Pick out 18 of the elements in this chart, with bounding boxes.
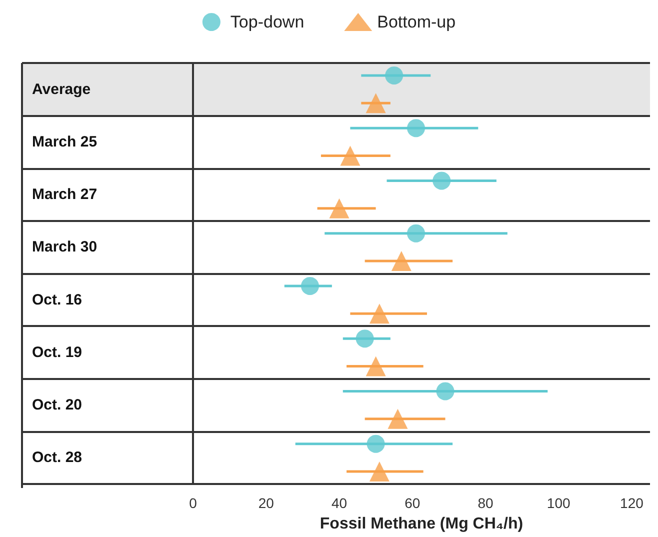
- x-tick-label: 20: [258, 495, 274, 511]
- y-tick-label: March 27: [32, 186, 98, 204]
- x-tick-label: 120: [620, 495, 644, 511]
- y-tick-label: Oct. 19: [32, 344, 82, 361]
- y-tick-label: Oct. 28: [32, 449, 82, 466]
- y-tick-label: Oct. 20: [32, 396, 82, 414]
- y-tick-label: Oct. 16: [32, 291, 82, 308]
- x-tick-label: 80: [478, 495, 494, 511]
- y-tick-label: March 30: [32, 238, 98, 256]
- x-tick-label: 0: [189, 495, 198, 511]
- y-tick-label: March 25: [32, 133, 98, 150]
- x-tick-label: 40: [331, 495, 348, 511]
- legend-label: Bottom-up: [377, 12, 456, 32]
- x-tick-label: 60: [404, 495, 420, 511]
- x-axis-title: Fossil Methane (Mg CH₄/h): [320, 516, 524, 532]
- y-tick-label: Average: [32, 80, 91, 98]
- x-tick-label: 100: [546, 495, 570, 511]
- legend-label: Top-down: [230, 12, 304, 32]
